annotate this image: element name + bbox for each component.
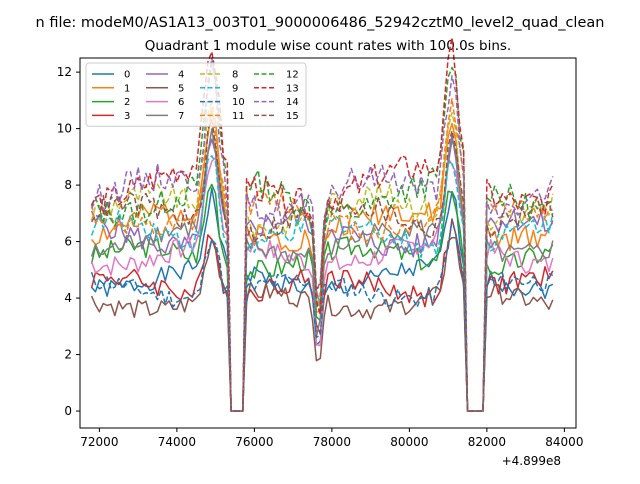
- series-line-14: [90, 57, 554, 412]
- legend-label-12: 12: [286, 70, 299, 81]
- x-tick-label: 74000: [158, 435, 196, 449]
- legend-label-4: 4: [178, 70, 184, 81]
- chart-title: Quadrant 1 module wise count rates with …: [145, 38, 511, 54]
- y-tick-label: 8: [64, 178, 72, 192]
- x-tick-label: 72000: [80, 435, 118, 449]
- y-tick-label: 2: [64, 348, 72, 362]
- plot-frame: [79, 57, 577, 429]
- legend-label-6: 6: [178, 97, 184, 108]
- legend-label-10: 10: [232, 97, 245, 108]
- y-axis: 0 2 4 6 8 10 12: [57, 65, 80, 418]
- legend-label-15: 15: [286, 111, 299, 122]
- legend-label-9: 9: [232, 83, 238, 94]
- x-offset-label: +4.899e8: [502, 454, 561, 468]
- legend-label-11: 11: [232, 111, 245, 122]
- legend-label-13: 13: [286, 83, 299, 94]
- x-tick-label: 82000: [468, 435, 506, 449]
- legend-label-1: 1: [124, 83, 130, 94]
- x-tick-label: 80000: [390, 435, 428, 449]
- series-line-13: [90, 36, 554, 412]
- legend-label-0: 0: [124, 70, 130, 81]
- legend-label-8: 8: [232, 70, 238, 81]
- x-tick-label: 76000: [235, 435, 273, 449]
- legend-box: [85, 62, 307, 127]
- legend-label-14: 14: [286, 97, 299, 108]
- legend-label-3: 3: [124, 111, 130, 122]
- x-tick-label: 78000: [313, 435, 351, 449]
- figure-suptitle: n file: modeM0/AS1A13_003T01_9000006486_…: [36, 15, 605, 31]
- y-tick-label: 6: [64, 235, 72, 249]
- y-tick-label: 0: [64, 404, 72, 418]
- y-tick-label: 12: [57, 65, 72, 79]
- series-layer: [90, 36, 554, 412]
- legend-label-2: 2: [124, 97, 130, 108]
- y-tick-label: 10: [57, 122, 72, 136]
- x-tick-label: 84000: [545, 435, 583, 449]
- x-axis: 72000 74000 76000 78000 80000 82000 84000: [80, 428, 583, 449]
- series-line-15: [90, 119, 554, 412]
- legend-label-5: 5: [178, 83, 184, 94]
- y-tick-label: 4: [64, 291, 72, 305]
- legend-label-7: 7: [178, 111, 184, 122]
